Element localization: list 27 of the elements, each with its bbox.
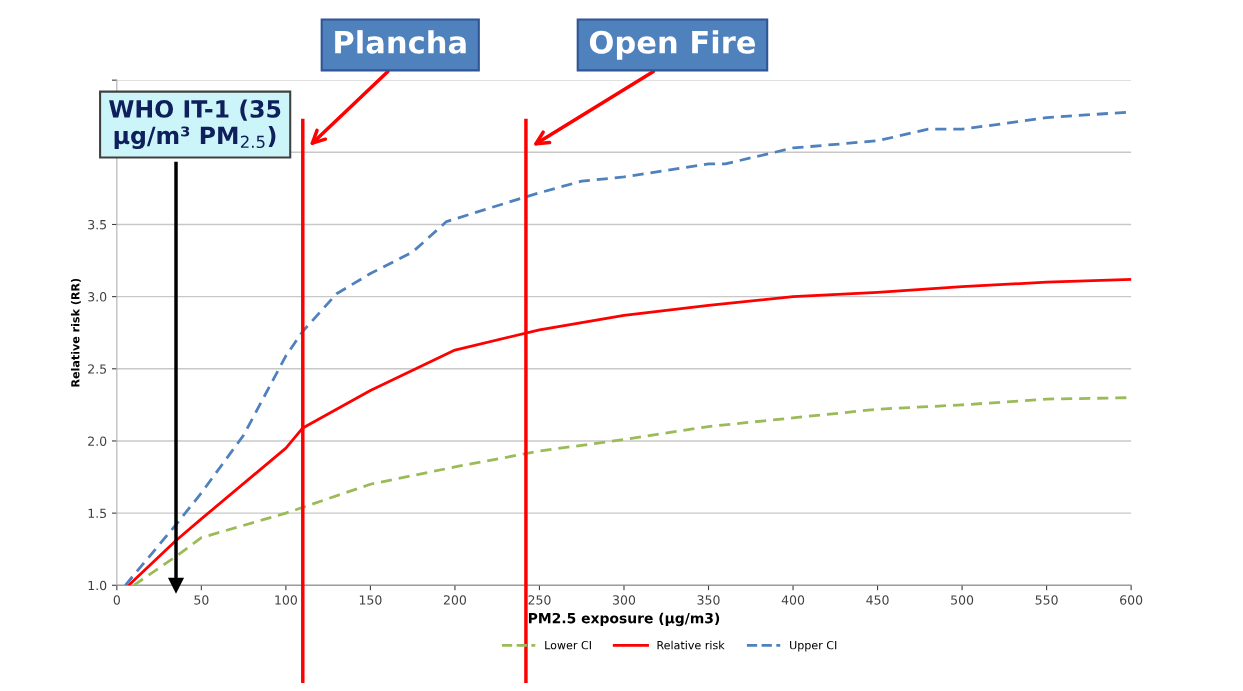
y-tick-label: 3.5 <box>88 219 107 230</box>
x-tick-label: 400 <box>781 595 805 605</box>
x-tick-label: 150 <box>359 595 382 605</box>
y-axis-title: Relative risk (RR) <box>70 278 81 387</box>
x-tick-label: 350 <box>697 595 720 605</box>
legend-label: Relative risk <box>657 640 725 650</box>
legend-label: Upper CI <box>790 640 837 652</box>
x-tick-label: 250 <box>528 595 551 605</box>
x-tick-label: 600 <box>1120 595 1143 605</box>
x-tick-label: 100 <box>275 595 297 605</box>
x-tick-label: 50 <box>194 595 209 605</box>
y-tick-label: 2.5 <box>88 364 107 374</box>
ref-line-label: Plancha <box>335 30 466 54</box>
x-tick-label: 200 <box>443 595 467 605</box>
y-tick-label: 1.5 <box>88 508 107 519</box>
x-tick-label: 0 <box>113 595 120 605</box>
y-tick-label: 1.0 <box>88 580 107 591</box>
x-tick-label: 300 <box>613 595 636 605</box>
y-tick-label: 2.0 <box>88 436 107 446</box>
x-tick-label: 500 <box>951 595 974 605</box>
x-axis-title: PM2.5 exposure (µg/m3) <box>528 612 720 627</box>
legend-label: Lower CI <box>545 640 591 650</box>
y-tick-label: 3.0 <box>88 292 107 302</box>
ref-line-label: WHO IT-1 (35 µg/m³ PM$_{2.5}$) <box>109 99 281 150</box>
ref-line-label: Open Fire <box>589 30 756 60</box>
x-tick-label: 550 <box>1035 595 1058 605</box>
x-tick-label: 450 <box>866 595 889 605</box>
